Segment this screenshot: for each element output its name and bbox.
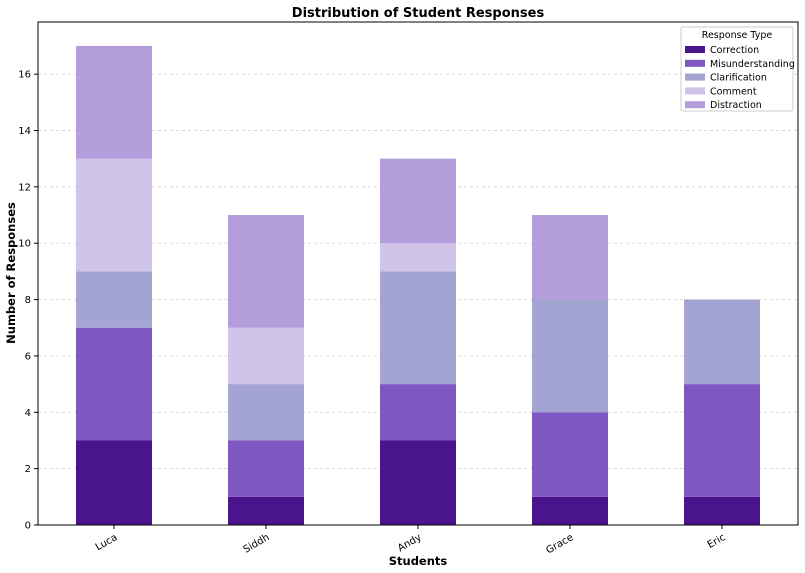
x-tick-label: Andy: [396, 532, 424, 554]
bar-segment-misunderstanding: [228, 440, 304, 497]
legend-title: Response Type: [702, 30, 773, 41]
legend-swatch: [685, 59, 705, 67]
bar-segment-clarification: [684, 299, 760, 385]
x-tick-label: Eric: [706, 532, 728, 551]
legend-swatch: [685, 101, 705, 109]
legend-box: [680, 26, 794, 112]
bar-segment-correction: [380, 440, 456, 525]
bar-segment-clarification: [228, 384, 304, 441]
x-tick-label: Grace: [544, 532, 575, 556]
bar-segment-misunderstanding: [76, 327, 152, 441]
bar-segment-misunderstanding: [380, 384, 456, 441]
bar-segment-distraction: [532, 215, 608, 300]
bar-segment-comment: [380, 243, 456, 272]
y-tick-label: 8: [25, 295, 31, 306]
x-axis-label: Students: [389, 554, 448, 568]
legend-label: Distraction: [710, 100, 762, 111]
legend-swatch: [685, 73, 705, 81]
bar-segment-correction: [228, 496, 304, 525]
y-tick-label: 10: [18, 239, 31, 250]
bar-segment-misunderstanding: [684, 384, 760, 497]
bar-segment-distraction: [380, 158, 456, 244]
y-axis-label: Number of Responses: [4, 202, 18, 344]
x-tick-label: Luca: [94, 532, 120, 553]
bar-segment-misunderstanding: [532, 412, 608, 497]
legend-swatch: [685, 46, 705, 53]
legend-swatch: [685, 87, 705, 95]
chart-title: Distribution of Student Responses: [292, 6, 545, 21]
bar-segment-correction: [76, 440, 152, 525]
bar-segment-clarification: [380, 271, 456, 385]
y-tick-label: 12: [18, 182, 31, 193]
y-tick-label: 2: [25, 464, 31, 475]
y-tick-label: 0: [25, 521, 31, 532]
legend-label: Comment: [710, 86, 757, 97]
bar-segment-correction: [684, 496, 760, 525]
y-tick-label: 6: [25, 351, 31, 362]
y-tick-label: 4: [25, 408, 31, 419]
bar-segment-comment: [76, 158, 152, 272]
legend-label: Misunderstanding: [710, 59, 795, 70]
bar-segment-comment: [228, 327, 304, 385]
y-tick-label: 14: [18, 126, 31, 137]
y-tick-label: 16: [18, 70, 31, 81]
bar-segment-distraction: [228, 215, 304, 328]
bar-segment-distraction: [76, 45, 152, 159]
bar-segment-clarification: [532, 299, 608, 413]
bar-segment-clarification: [76, 271, 152, 328]
legend: Response Type Correction Misunderstanding C…: [680, 26, 795, 112]
plot-frame: [37, 21, 799, 526]
x-tick-label: Siddh: [242, 532, 272, 556]
legend-label: Clarification: [710, 73, 767, 84]
legend-label: Correction: [710, 45, 759, 56]
bar-segment-correction: [532, 496, 608, 525]
